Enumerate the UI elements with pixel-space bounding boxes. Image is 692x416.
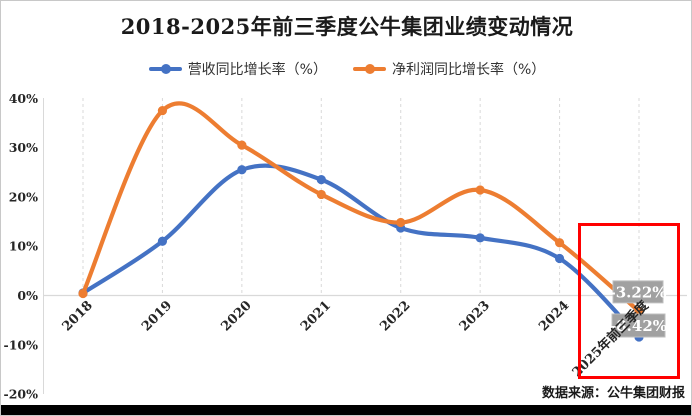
x-tick-label: 2024 — [536, 298, 572, 334]
bottom-bar — [1, 405, 691, 415]
x-tick-label: 2018 — [60, 298, 96, 334]
data-source-note: 数据来源：公牛集团财报 — [541, 386, 685, 401]
revenue-line-marker — [316, 175, 326, 185]
x-tick-label: 2019 — [139, 298, 175, 334]
revenue-line-marker — [475, 233, 485, 243]
revenue-line-marker — [554, 253, 565, 264]
profit-line-marker — [157, 106, 168, 116]
x-tick-label: 2023 — [457, 298, 493, 334]
y-tick-label: 10% — [9, 239, 38, 254]
revenue-line-icon — [148, 64, 182, 74]
profit-line-marker — [396, 217, 406, 228]
y-tick-label: 20% — [9, 189, 38, 204]
y-tick-label: 40% — [9, 91, 38, 106]
legend: 营收同比增长率（%） 净利润同比增长率（%） — [1, 58, 691, 80]
profit-line-marker — [316, 189, 326, 200]
revenue-line-marker — [157, 236, 168, 246]
highlight-red-box — [578, 223, 680, 379]
legend-label-revenue: 营收同比增长率（%） — [187, 62, 327, 78]
profit-line-marker — [475, 185, 485, 195]
y-tick-label: 0% — [17, 288, 38, 303]
revenue-end-label: -8.42% — [610, 317, 667, 335]
x-tick-label: 2021 — [298, 298, 334, 334]
profit-line-icon — [353, 64, 386, 74]
revenue-end-label-box — [611, 313, 666, 338]
profit-end-label: -3.22% — [610, 283, 667, 301]
chart-title: 2018-2025年前三季度公牛集团业绩变动情况 — [120, 14, 574, 39]
x-tick-label: 2020 — [218, 298, 254, 334]
x-tick-label: 2022 — [377, 298, 413, 334]
legend-label-profit: 净利润同比增长率（%） — [392, 62, 546, 78]
profit-line-marker — [554, 238, 565, 248]
profit-line-marker — [237, 140, 247, 150]
legend-item-revenue[interactable]: 营收同比增长率（%） — [148, 59, 327, 79]
profit-line — [80, 101, 642, 314]
y-tick-label: -10% — [4, 337, 39, 352]
profit-end-label-box — [612, 280, 664, 304]
revenue-line-marker — [237, 165, 247, 175]
legend-item-profit[interactable]: 净利润同比增长率（%） — [353, 59, 545, 79]
y-tick-label: -20% — [4, 387, 39, 402]
y-tick-label: 30% — [9, 140, 38, 155]
profit-line-marker — [78, 288, 88, 299]
